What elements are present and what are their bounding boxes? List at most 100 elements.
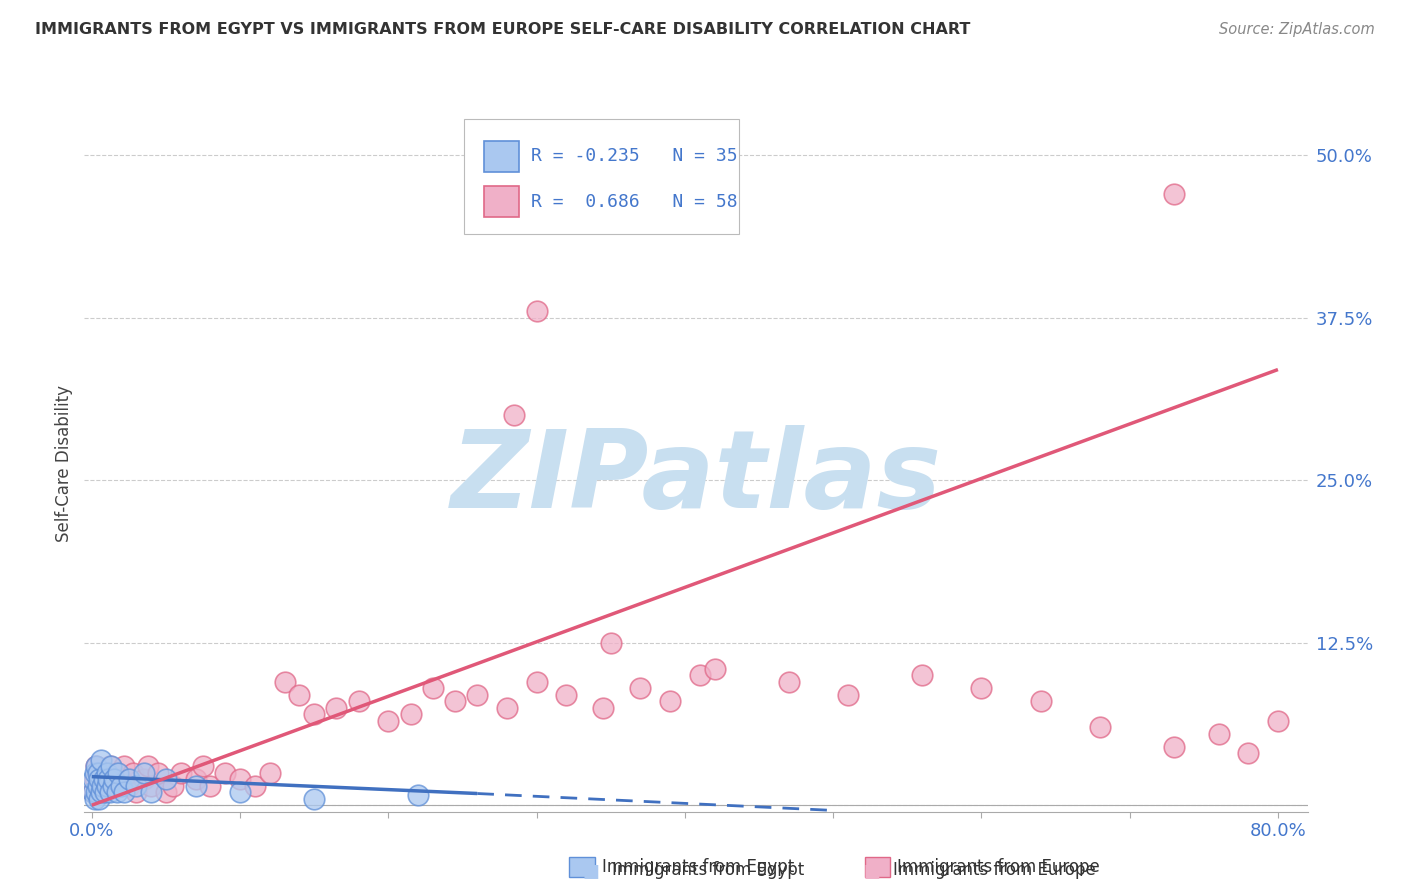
Point <box>84 759 107 773</box>
Bar <box>569 857 595 877</box>
Point <box>444 694 467 708</box>
Point <box>91 765 114 780</box>
Point <box>155 785 177 799</box>
FancyBboxPatch shape <box>484 141 519 172</box>
Point <box>496 700 519 714</box>
Point <box>125 779 148 793</box>
Point <box>101 779 124 793</box>
Point <box>82 772 104 787</box>
Point <box>1237 746 1260 760</box>
Point <box>97 772 120 787</box>
Point <box>103 779 125 793</box>
Point <box>94 785 117 799</box>
Point <box>93 772 115 787</box>
Point <box>112 759 135 773</box>
Text: IMMIGRANTS FROM EGYPT VS IMMIGRANTS FROM EUROPE SELF-CARE DISABILITY CORRELATION: IMMIGRANTS FROM EGYPT VS IMMIGRANTS FROM… <box>35 22 970 37</box>
Point <box>325 700 347 714</box>
Text: Immigrants from Egypt: Immigrants from Egypt <box>612 861 804 879</box>
Point <box>98 759 121 773</box>
Text: R =  0.686   N = 58: R = 0.686 N = 58 <box>531 193 738 211</box>
Point <box>229 772 252 787</box>
Point <box>148 765 170 780</box>
Point <box>84 759 107 773</box>
Point <box>526 304 548 318</box>
Point <box>86 765 108 780</box>
Point <box>103 772 125 787</box>
Point <box>170 765 193 780</box>
Point <box>259 765 281 780</box>
Point <box>406 788 429 802</box>
Point <box>118 779 141 793</box>
Point <box>970 681 993 695</box>
Point <box>96 772 118 787</box>
Point <box>1029 694 1052 708</box>
Point <box>911 668 934 682</box>
Point <box>90 753 112 767</box>
Point <box>82 785 104 799</box>
Point <box>82 785 104 799</box>
Point <box>555 688 578 702</box>
Point <box>191 759 214 773</box>
Point <box>837 688 859 702</box>
Point <box>503 408 526 422</box>
Point <box>136 759 159 773</box>
Point <box>1208 727 1230 741</box>
Point <box>1163 739 1185 754</box>
Point <box>200 779 222 793</box>
Text: R = -0.235   N = 35: R = -0.235 N = 35 <box>531 147 738 165</box>
Point <box>122 765 145 780</box>
Point <box>628 681 651 695</box>
Point <box>107 765 129 780</box>
Text: ZIPatlas: ZIPatlas <box>450 425 942 531</box>
Point <box>125 785 148 799</box>
Point <box>184 779 207 793</box>
Point <box>273 674 295 689</box>
Point <box>89 772 111 787</box>
Point <box>703 662 725 676</box>
Text: Immigrants from Europe: Immigrants from Europe <box>897 858 1099 876</box>
Point <box>1267 714 1289 728</box>
Point <box>100 759 122 773</box>
Point <box>84 785 107 799</box>
Point <box>90 785 112 799</box>
Point <box>83 791 105 805</box>
Point <box>110 772 132 787</box>
Point <box>214 765 236 780</box>
Point <box>599 635 621 649</box>
Point <box>86 779 108 793</box>
Text: ▪: ▪ <box>862 855 882 884</box>
Point <box>162 779 184 793</box>
Point <box>659 694 682 708</box>
Text: Immigrants from Egypt: Immigrants from Egypt <box>602 858 794 876</box>
Point <box>243 779 266 793</box>
Point <box>465 688 488 702</box>
Point <box>112 785 135 799</box>
Point <box>139 779 162 793</box>
Point <box>105 785 128 799</box>
FancyBboxPatch shape <box>484 186 519 217</box>
Point <box>778 674 800 689</box>
Point <box>302 791 325 805</box>
Point <box>83 772 105 787</box>
Point <box>592 700 614 714</box>
Point <box>155 772 177 787</box>
Bar <box>865 857 890 877</box>
Point <box>377 714 399 728</box>
Point <box>118 772 141 787</box>
Point <box>288 688 311 702</box>
Point <box>132 765 155 780</box>
Point <box>89 779 111 793</box>
Y-axis label: Self-Care Disability: Self-Care Disability <box>55 385 73 542</box>
Point <box>526 674 548 689</box>
Point <box>98 785 121 799</box>
Point <box>399 707 422 722</box>
Point <box>302 707 325 722</box>
Point <box>83 765 105 780</box>
Point <box>1088 720 1111 734</box>
Point <box>132 772 155 787</box>
Point <box>91 779 114 793</box>
Text: ▪: ▪ <box>581 855 600 884</box>
Point <box>93 785 115 799</box>
Point <box>110 779 132 793</box>
Point <box>139 785 162 799</box>
